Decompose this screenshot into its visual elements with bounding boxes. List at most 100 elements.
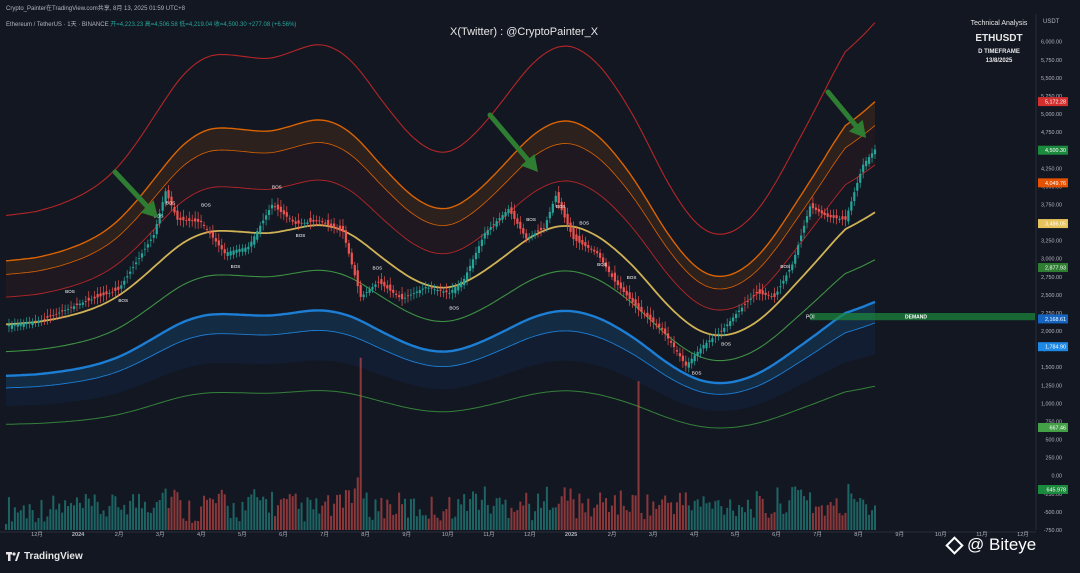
price-tick-label: 4,250.00 bbox=[1041, 166, 1062, 172]
volume-bar bbox=[418, 509, 421, 530]
volume-bar bbox=[859, 498, 862, 530]
candle-body bbox=[362, 294, 365, 298]
volume-bar bbox=[356, 477, 359, 530]
volume-bar bbox=[699, 506, 702, 530]
volume-bar bbox=[200, 506, 203, 530]
volume-bar bbox=[826, 504, 829, 530]
candle-body bbox=[226, 252, 229, 256]
candle-body bbox=[557, 192, 560, 204]
volume-bar bbox=[111, 494, 114, 530]
volume-bar bbox=[203, 495, 206, 530]
volume-bar bbox=[726, 507, 729, 530]
candle-body bbox=[590, 248, 593, 250]
candle-body bbox=[596, 251, 599, 254]
candle-body bbox=[270, 204, 274, 209]
info-timeframe: D TIMEFRAME bbox=[978, 49, 1020, 55]
volume-bar bbox=[528, 503, 531, 530]
price-badge bbox=[1038, 263, 1068, 273]
bos-label: BOS bbox=[201, 203, 211, 208]
candle-body bbox=[489, 227, 492, 230]
candle-body bbox=[37, 320, 40, 323]
price-tick-label: 5,250.00 bbox=[1041, 94, 1062, 100]
candle-body bbox=[433, 289, 436, 291]
volume-bar bbox=[779, 503, 782, 530]
volume-bar bbox=[572, 499, 575, 530]
band-upper-inner-fill bbox=[6, 125, 875, 311]
volume-bar bbox=[489, 513, 492, 530]
price-badge-label: 1,784.90 bbox=[1045, 345, 1066, 351]
candle-body bbox=[672, 342, 676, 348]
volume-bar bbox=[841, 515, 844, 530]
candle-body bbox=[173, 207, 176, 213]
volume-bar bbox=[566, 500, 569, 530]
volume-bar bbox=[315, 498, 318, 530]
candle-body bbox=[81, 302, 84, 305]
volume-bar bbox=[596, 504, 599, 530]
candle-body bbox=[188, 218, 191, 221]
candle-body bbox=[531, 235, 534, 237]
time-tick-label: 12月 bbox=[524, 531, 536, 538]
volume-bar bbox=[176, 492, 179, 530]
volume-bar bbox=[643, 519, 646, 530]
volume-bar bbox=[460, 504, 463, 530]
candle-body bbox=[253, 236, 256, 245]
volume-bar bbox=[480, 499, 483, 530]
candle-body bbox=[451, 289, 454, 293]
candle-body bbox=[548, 211, 551, 219]
volume-bar bbox=[235, 517, 238, 530]
price-tick-label: 5,500.00 bbox=[1041, 76, 1062, 82]
volume-bar bbox=[537, 493, 540, 530]
volume-bar bbox=[392, 514, 395, 530]
volume-bar bbox=[117, 507, 120, 530]
candle-body bbox=[318, 220, 321, 222]
volume-bar bbox=[457, 499, 460, 530]
candle-body bbox=[495, 221, 498, 227]
candle-body bbox=[356, 270, 359, 287]
demand-zone bbox=[809, 312, 1035, 321]
candle-body bbox=[675, 350, 679, 352]
candle-body bbox=[826, 213, 829, 217]
volume-bar bbox=[271, 491, 274, 530]
price-tick-label: 3,250.00 bbox=[1041, 239, 1062, 245]
candle-body bbox=[386, 285, 389, 289]
price-tick-label: 0.00 bbox=[1052, 474, 1063, 480]
volume-bar bbox=[599, 492, 602, 530]
volume-bar bbox=[404, 498, 407, 530]
candle-body bbox=[66, 308, 70, 310]
candle-body bbox=[516, 218, 519, 224]
volume-bar bbox=[755, 491, 758, 530]
biteye-diamond-icon bbox=[945, 535, 964, 555]
candle-body bbox=[52, 314, 55, 316]
volume-bar bbox=[214, 503, 217, 530]
candle-body bbox=[176, 210, 179, 220]
volume-bar bbox=[353, 488, 356, 530]
symbol-legend[interactable]: Ethereum / TetherUS · 1天 · BINANCE 开=4,2… bbox=[6, 19, 296, 28]
volume-bar bbox=[152, 507, 155, 530]
volume-bar bbox=[344, 490, 347, 530]
volume-bar bbox=[383, 518, 386, 530]
candle-body bbox=[217, 240, 220, 246]
candle-body bbox=[185, 220, 188, 222]
time-axis[interactable]: 12月 2024 2月 3月 4月 5月 6月 7月 8月 9月 10月 11月 12月 2025 2月 3月… bbox=[0, 531, 1036, 538]
volume-bar bbox=[288, 494, 291, 530]
volume-bar bbox=[684, 492, 687, 530]
price-tick-label: 3,000.00 bbox=[1041, 257, 1062, 263]
candle-body bbox=[297, 220, 300, 224]
volume-bar bbox=[602, 502, 605, 530]
volume-bar bbox=[513, 511, 516, 530]
price-axis[interactable]: 6,000.00 5,750.00 5,500.00 5,250.00 5,000.00… bbox=[1035, 14, 1068, 534]
time-tick-label: 10月 bbox=[442, 531, 454, 538]
candle-body bbox=[155, 224, 158, 235]
candle-body bbox=[817, 208, 820, 212]
candle-body bbox=[761, 290, 764, 295]
candle-body bbox=[170, 196, 173, 206]
time-tick-label: 2月 bbox=[115, 531, 124, 538]
candle-body bbox=[646, 312, 649, 318]
candle-body bbox=[306, 222, 309, 224]
volume-bar bbox=[696, 499, 699, 530]
volume-bar bbox=[581, 503, 584, 530]
candle-body bbox=[288, 218, 291, 220]
candle-body bbox=[808, 206, 812, 217]
candle-body bbox=[321, 221, 324, 223]
candle-body bbox=[126, 276, 129, 278]
